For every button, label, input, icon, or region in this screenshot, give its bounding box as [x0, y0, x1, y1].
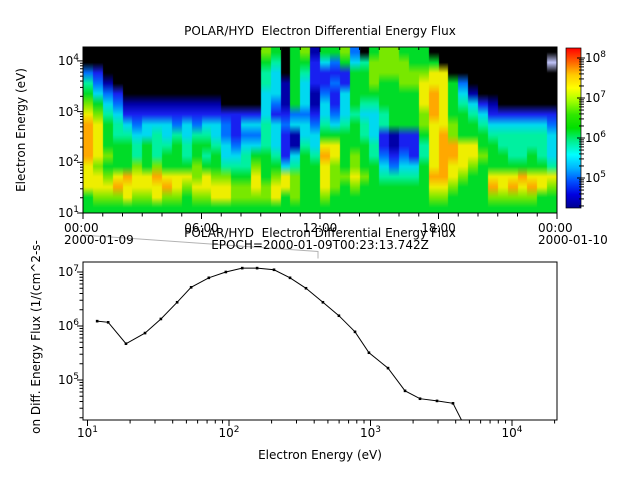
top-x-tick-date-label: 2000-01-10	[538, 233, 608, 247]
epoch-connector-line	[81, 234, 319, 259]
bottom-y-tick-label: 105	[57, 371, 79, 387]
spectrum-plot-frame	[77, 261, 558, 426]
top-x-tick-label: 06:00	[184, 221, 219, 235]
top-plot-frame	[77, 46, 558, 219]
top-y-tick-label: 102	[57, 154, 79, 170]
top-plot-ylabel: Electron Energy (eV)	[14, 68, 28, 192]
colorbar-tick-label: 108	[585, 49, 607, 65]
bottom-y-tick-label: 106	[57, 317, 79, 333]
bottom-plot-ylabel: on Diff. Energy Flux (1/(cm^2-s-	[29, 240, 43, 434]
flux-curve	[95, 266, 463, 420]
spectrogram-image	[83, 47, 557, 213]
top-y-tick-label: 101	[57, 204, 79, 220]
bottom-plot-xlabel: Electron Energy (eV)	[258, 448, 382, 462]
top-x-tick-label: 00:00	[64, 221, 99, 235]
bottom-x-tick-label: 102	[218, 425, 240, 440]
top-x-tick-label: 18:00	[421, 221, 456, 235]
top-x-tick-label: 00:00	[538, 221, 573, 235]
colorbar-tick-label: 107	[585, 89, 607, 105]
bottom-plot-title: POLAR/HYD Electron Differential Energy F…	[184, 226, 456, 240]
bottom-plot-epoch-subtitle: EPOCH=2000-01-09T00:23:13.742Z	[211, 238, 429, 252]
top-y-tick-label: 104	[57, 52, 79, 68]
colorbar-tick-label: 105	[585, 169, 607, 185]
bottom-x-tick-label: 104	[501, 425, 523, 440]
bottom-y-tick-label: 107	[57, 263, 79, 279]
top-x-tick-label: 12:00	[302, 221, 338, 235]
colorbar	[565, 47, 585, 209]
top-y-tick-label: 103	[57, 103, 79, 119]
top-x-tick-date-label: 2000-01-09	[64, 233, 134, 247]
top-plot-title: POLAR/HYD Electron Differential Energy F…	[184, 24, 456, 38]
bottom-x-tick-label: 101	[76, 425, 99, 440]
colorbar-tick-label: 106	[585, 129, 607, 145]
bottom-x-tick-label: 103	[359, 425, 382, 440]
